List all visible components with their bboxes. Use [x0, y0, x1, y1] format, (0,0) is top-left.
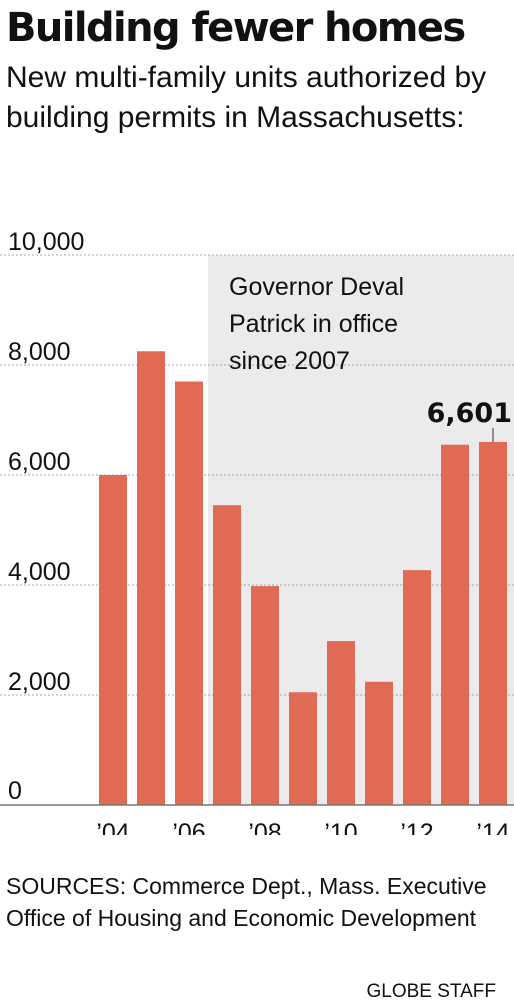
- x-tick-label-2004: ’04: [96, 819, 129, 835]
- x-tick-label-2012: ’12: [400, 819, 433, 835]
- x-axis-tick-labels: ’04 ’06 ’08 ’10 ’12 ’14: [96, 819, 509, 835]
- y-tick-label-8000: 8,000: [8, 338, 71, 366]
- x-tick-label-2014: ’14: [476, 819, 509, 835]
- value-label-2014: 6,601: [427, 398, 512, 429]
- bar-2010: [327, 641, 355, 805]
- credit-line: GLOBE STAFF: [366, 981, 496, 1002]
- y-tick-label-6000: 6,000: [8, 448, 71, 476]
- chart-title: Building fewer homes: [6, 5, 466, 51]
- y-tick-label-4000: 4,000: [8, 558, 71, 586]
- bar-2013: [441, 444, 469, 805]
- bar-2006: [175, 381, 203, 805]
- x-tick-label-2006: ’06: [172, 819, 205, 835]
- bar-2011: [365, 681, 393, 805]
- sources-note: SOURCES: Commerce Dept., Mass. Executive…: [6, 873, 487, 931]
- x-tick-label-2010: ’10: [324, 819, 357, 835]
- y-tick-label-0: 0: [8, 777, 22, 805]
- bar-2005: [137, 351, 165, 805]
- bar-2014: [479, 441, 507, 805]
- bars: [99, 351, 507, 805]
- bar-chart: 0 2,000 4,000 6,000 8,000 10,000 Governor Dev…: [0, 228, 514, 835]
- chart-subtitle: New multi-family units authorized by bui…: [6, 61, 487, 134]
- governor-annotation-line-2: Patrick in office: [229, 310, 398, 338]
- governor-annotation-line-1: Governor Deval: [229, 273, 404, 301]
- x-tick-label-2008: ’08: [248, 819, 281, 835]
- y-axis-tick-labels: 0 2,000 4,000 6,000 8,000 10,000: [8, 228, 84, 805]
- governor-annotation-line-3: since 2007: [229, 347, 350, 375]
- bar-2007: [213, 505, 241, 805]
- bar-2004: [99, 475, 127, 805]
- bar-2012: [403, 570, 431, 805]
- y-tick-label-2000: 2,000: [8, 668, 71, 696]
- y-tick-label-10000: 10,000: [8, 228, 84, 256]
- bar-2009: [289, 692, 317, 805]
- bar-2008: [251, 586, 279, 805]
- governor-term-annotation: Governor Deval Patrick in office since 200…: [229, 273, 404, 375]
